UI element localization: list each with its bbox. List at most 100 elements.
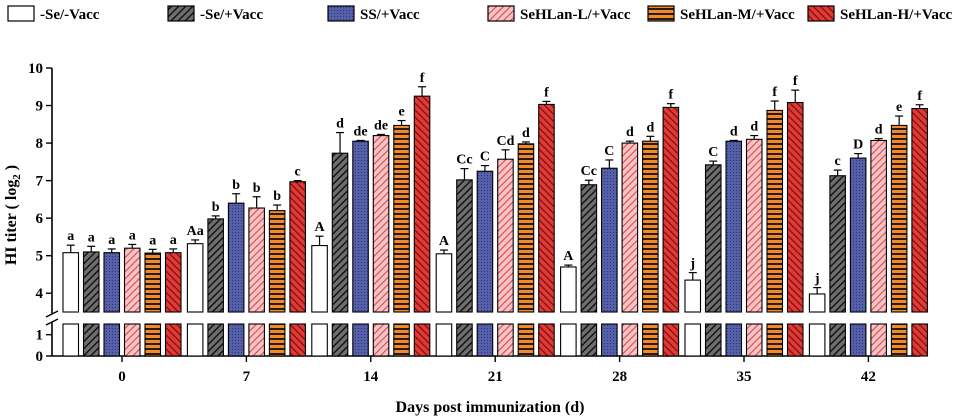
bar-base: [456, 323, 473, 357]
bar-base: [890, 323, 908, 357]
bar: [642, 140, 659, 313]
bar: [538, 103, 555, 313]
significance-label: f: [772, 85, 777, 100]
bar-base: [745, 323, 763, 357]
y-tick-label: 4: [36, 286, 44, 302]
bar-base: [911, 323, 928, 357]
bar-base: [331, 323, 349, 357]
error-bars-group: [66, 86, 924, 294]
bar: [413, 95, 431, 313]
significance-label: j: [689, 257, 695, 272]
legend-label: SeHLan-M/+Vacc: [680, 7, 795, 23]
y-tick-label: 10: [28, 61, 43, 77]
significance-label: D: [853, 138, 863, 153]
axis-break-mark: [45, 310, 59, 318]
significance-label: A: [563, 249, 574, 264]
bar-base: [808, 323, 826, 357]
significance-label: Cd: [496, 134, 514, 149]
significance-label: de: [374, 118, 388, 133]
bar-base: [642, 323, 659, 357]
bar: [911, 107, 928, 313]
legend-label: SeHLan-H/+Vacc: [840, 7, 953, 23]
significance-label: d: [646, 120, 654, 135]
significance-label: d: [730, 124, 738, 139]
legend-item: -Se/+Vacc: [167, 5, 263, 23]
bar: [662, 106, 680, 313]
bar-base: [621, 323, 639, 357]
bar: [268, 210, 286, 313]
bar: [601, 167, 618, 313]
bar: [808, 293, 826, 313]
bar: [786, 101, 804, 313]
bar: [890, 124, 908, 313]
bar-base: [248, 323, 265, 357]
legend-label: -Se/+Vacc: [200, 7, 263, 23]
bar: [289, 181, 306, 313]
bar-base: [82, 323, 100, 357]
bar-base: [289, 323, 306, 357]
legend: -Se/-Vacc -Se/+Vacc SS/+Vacc SeHLan-L/+Vacc…: [7, 5, 953, 23]
bar: [517, 143, 535, 313]
significance-label: d: [750, 120, 758, 135]
significance-label: C: [480, 150, 490, 165]
significance-label: d: [875, 123, 883, 138]
bar-base: [372, 323, 390, 357]
bar: [580, 184, 598, 313]
bar: [144, 252, 162, 313]
bar: [123, 247, 141, 313]
y-tick-label: 5: [36, 249, 44, 265]
significance-label: a: [88, 230, 95, 245]
significance-label: b: [273, 189, 281, 204]
significance-label: Cc: [456, 153, 472, 168]
bar-base: [103, 323, 121, 357]
significance-label: f: [544, 85, 549, 100]
x-tick-label: 28: [612, 369, 627, 385]
significance-label: d: [626, 125, 634, 140]
significance-label: b: [253, 181, 261, 196]
bar: [164, 252, 182, 313]
legend-swatch: [807, 5, 835, 22]
bar: [103, 252, 121, 313]
significance-label: a: [149, 233, 156, 248]
bar-base: [580, 323, 598, 357]
bar-base: [164, 323, 182, 357]
bar: [186, 243, 204, 313]
bar: [497, 158, 514, 313]
legend-item: SeHLan-L/+Vacc: [487, 5, 631, 23]
bar-base: [662, 323, 680, 357]
bar-base: [227, 323, 245, 357]
bar-base: [413, 323, 431, 357]
bar: [227, 202, 245, 313]
bar-base: [517, 323, 535, 357]
x-tick-label: 14: [363, 369, 379, 385]
significance-label: Aa: [187, 224, 204, 239]
bar: [207, 218, 224, 313]
bar-base: [435, 323, 453, 357]
significance-label: f: [420, 71, 425, 86]
bar: [311, 245, 328, 313]
legend-item: SeHLan-M/+Vacc: [647, 5, 795, 23]
y-tick-label: 9: [36, 99, 44, 115]
legend-item: SS/+Vacc: [327, 5, 420, 23]
axis-break-mark: [45, 318, 59, 326]
bar-base: [849, 323, 867, 357]
bar-base: [352, 323, 369, 357]
bar: [435, 253, 453, 313]
y-tick-label: 1: [36, 328, 44, 344]
bar: [352, 140, 369, 313]
bar: [745, 138, 763, 313]
significance-label: e: [398, 105, 404, 120]
bar-base: [560, 323, 577, 357]
y-axis-title: HI titer ( log2 ): [3, 165, 23, 265]
bar: [725, 140, 743, 313]
legend-label: SS/+Vacc: [360, 7, 420, 23]
legend-swatch: [487, 5, 515, 22]
y-tick-label: 0: [36, 349, 44, 365]
x-tick-label: 7: [243, 369, 251, 385]
bar-base: [144, 323, 162, 357]
bar-base: [62, 323, 80, 357]
significance-label: C: [604, 144, 614, 159]
bar: [870, 139, 887, 313]
